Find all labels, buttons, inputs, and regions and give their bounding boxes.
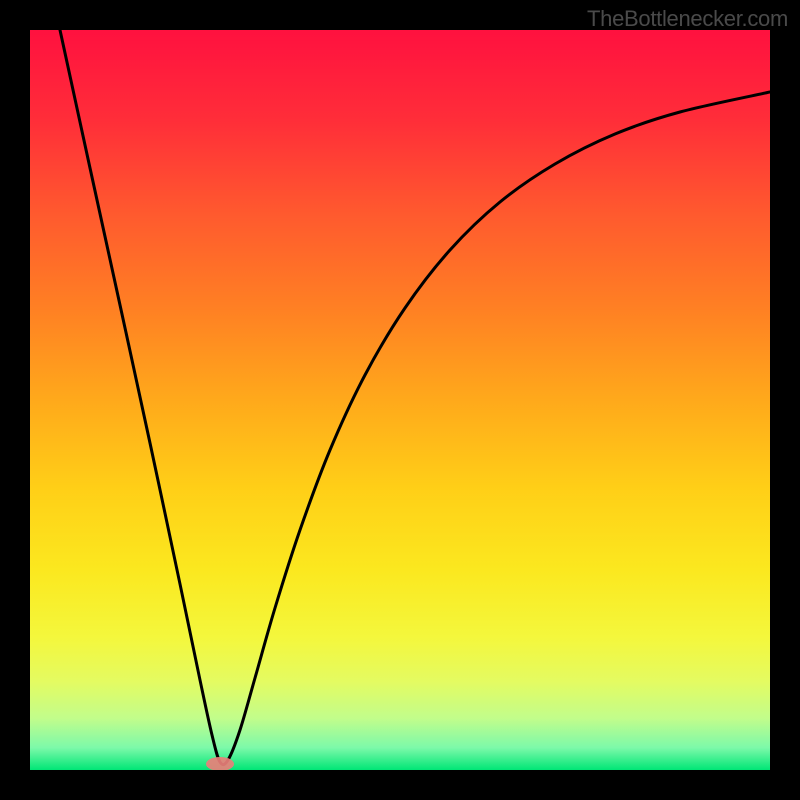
plot-svg xyxy=(30,30,770,770)
chart-frame: TheBottlenecker.com xyxy=(0,0,800,800)
watermark-text: TheBottlenecker.com xyxy=(587,6,788,32)
plot-area xyxy=(30,30,770,770)
